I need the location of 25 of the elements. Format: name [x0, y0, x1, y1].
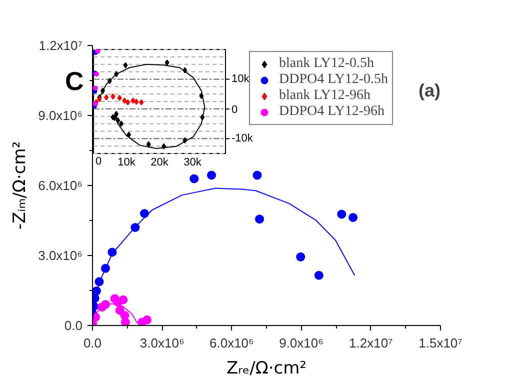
- y-axis-title: -Zᵢₘ/Ω·cm²: [10, 141, 30, 230]
- x-tick-label: 1.5x10⁷: [418, 336, 463, 350]
- x-tick-label: 30k: [184, 156, 202, 168]
- y-tick-label: 3.0x10⁶: [38, 248, 83, 263]
- x-tick-label: 0.0: [83, 336, 102, 350]
- x-tick-label: 20k: [150, 156, 169, 168]
- x-tick-label: 1.2x10⁷: [349, 336, 394, 350]
- x-tick-label: 0: [96, 156, 102, 168]
- text: C: [65, 65, 84, 98]
- y-tick-label: 1.2x10⁷: [38, 38, 83, 53]
- y-tick-label: 0.0: [64, 318, 83, 333]
- legend-label: DDPO4 LY12-96h: [279, 104, 385, 120]
- y-tick-label: 10k: [232, 73, 250, 86]
- legend-label: DDPO4 LY12-0.5h: [279, 72, 388, 88]
- y-tick-label: -10k: [232, 132, 254, 145]
- x-tick-label: 3.0x10⁶: [140, 336, 184, 350]
- y-tick-label: 0: [232, 104, 238, 116]
- x-axis-title: Zᵣₑ/Ω·cm²: [226, 358, 306, 378]
- y-tick-label: 6.0x10⁶: [38, 178, 83, 193]
- x-tick-label: 10k: [118, 156, 136, 168]
- legend-label: blank LY12-0.5h: [279, 56, 374, 72]
- x-tick-label: 9.0x10⁶: [279, 336, 324, 350]
- y-tick-label: 9.0x10⁶: [38, 108, 83, 123]
- annotation: (a): [418, 80, 441, 100]
- legend-label: blank LY12-96h: [279, 88, 371, 104]
